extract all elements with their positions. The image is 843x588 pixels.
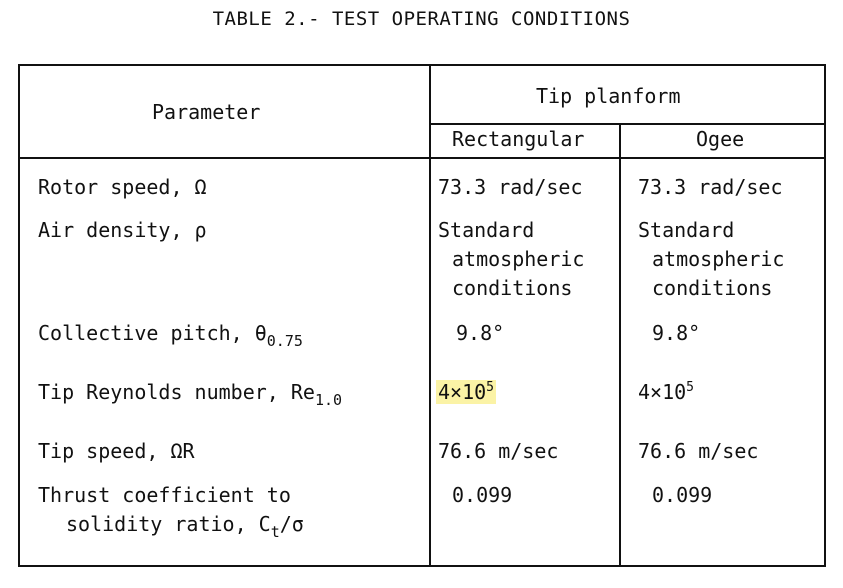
reynolds-rect-exponent: 5 [486,380,494,395]
reynolds-ogee-exponent: 5 [686,380,694,395]
divider-header-bottom [20,157,826,159]
conditions-table: Parameter Tip planform Rectangular Ogee … [18,64,826,567]
row-air-density-rect-line2: atmospheric [452,247,585,271]
row-tip-speed-ogee: 76.6 m/sec [638,439,759,463]
row-thrust-param-line2: solidity ratio, Ct/σ [66,510,304,541]
row-air-density-rect-line3: conditions [452,276,573,300]
collective-pitch-label: Collective pitch, θ [38,321,267,345]
reynolds-label: Tip Reynolds number, Re [38,380,315,404]
thrust-subscript: t [270,523,280,541]
thrust-tail: /σ [279,512,304,536]
row-reynolds-ogee: 4×105 [638,378,694,407]
row-collective-pitch-param: Collective pitch, θ0.75 [38,319,303,350]
header-tip-planform: Tip planform [536,84,681,108]
divider-group-header [429,123,826,125]
thrust-label: solidity ratio, C [66,512,271,536]
header-rectangular: Rectangular [452,127,585,151]
row-reynolds-rect: 4×105 [436,378,496,407]
row-air-density-rect-line1: Standard [438,218,535,242]
row-thrust-param-line1: Thrust coefficient to [38,483,291,507]
row-thrust-rect: 0.099 [452,483,513,507]
reynolds-ogee-base: 4×10 [638,380,687,404]
reynolds-subscript: 1.0 [314,391,343,409]
table-title: TABLE 2.- TEST OPERATING CONDITIONS [212,8,631,30]
header-ogee: Ogee [696,127,745,151]
row-reynolds-param: Tip Reynolds number, Re1.0 [38,378,343,409]
row-rotor-speed-param: Rotor speed, Ω [38,175,207,199]
row-air-density-ogee-line2: atmospheric [652,247,785,271]
highlighted-value: 4×105 [436,380,496,404]
row-collective-pitch-rect: 9.8° [456,321,505,345]
row-tip-speed-param: Tip speed, ΩR [38,439,195,463]
row-air-density-ogee-line3: conditions [652,276,773,300]
row-collective-pitch-ogee: 9.8° [652,321,701,345]
row-air-density-ogee-line1: Standard [638,218,735,242]
header-parameter: Parameter [152,100,261,124]
row-tip-speed-rect: 76.6 m/sec [438,439,559,463]
reynolds-rect-base: 4×10 [438,380,487,404]
collective-pitch-subscript: 0.75 [266,332,303,350]
divider-param-column [429,66,431,565]
row-rotor-speed-rect: 73.3 rad/sec [438,175,583,199]
row-rotor-speed-ogee: 73.3 rad/sec [638,175,783,199]
row-air-density-param: Air density, ρ [38,218,207,242]
divider-data-columns [619,124,621,565]
row-thrust-ogee: 0.099 [652,483,713,507]
